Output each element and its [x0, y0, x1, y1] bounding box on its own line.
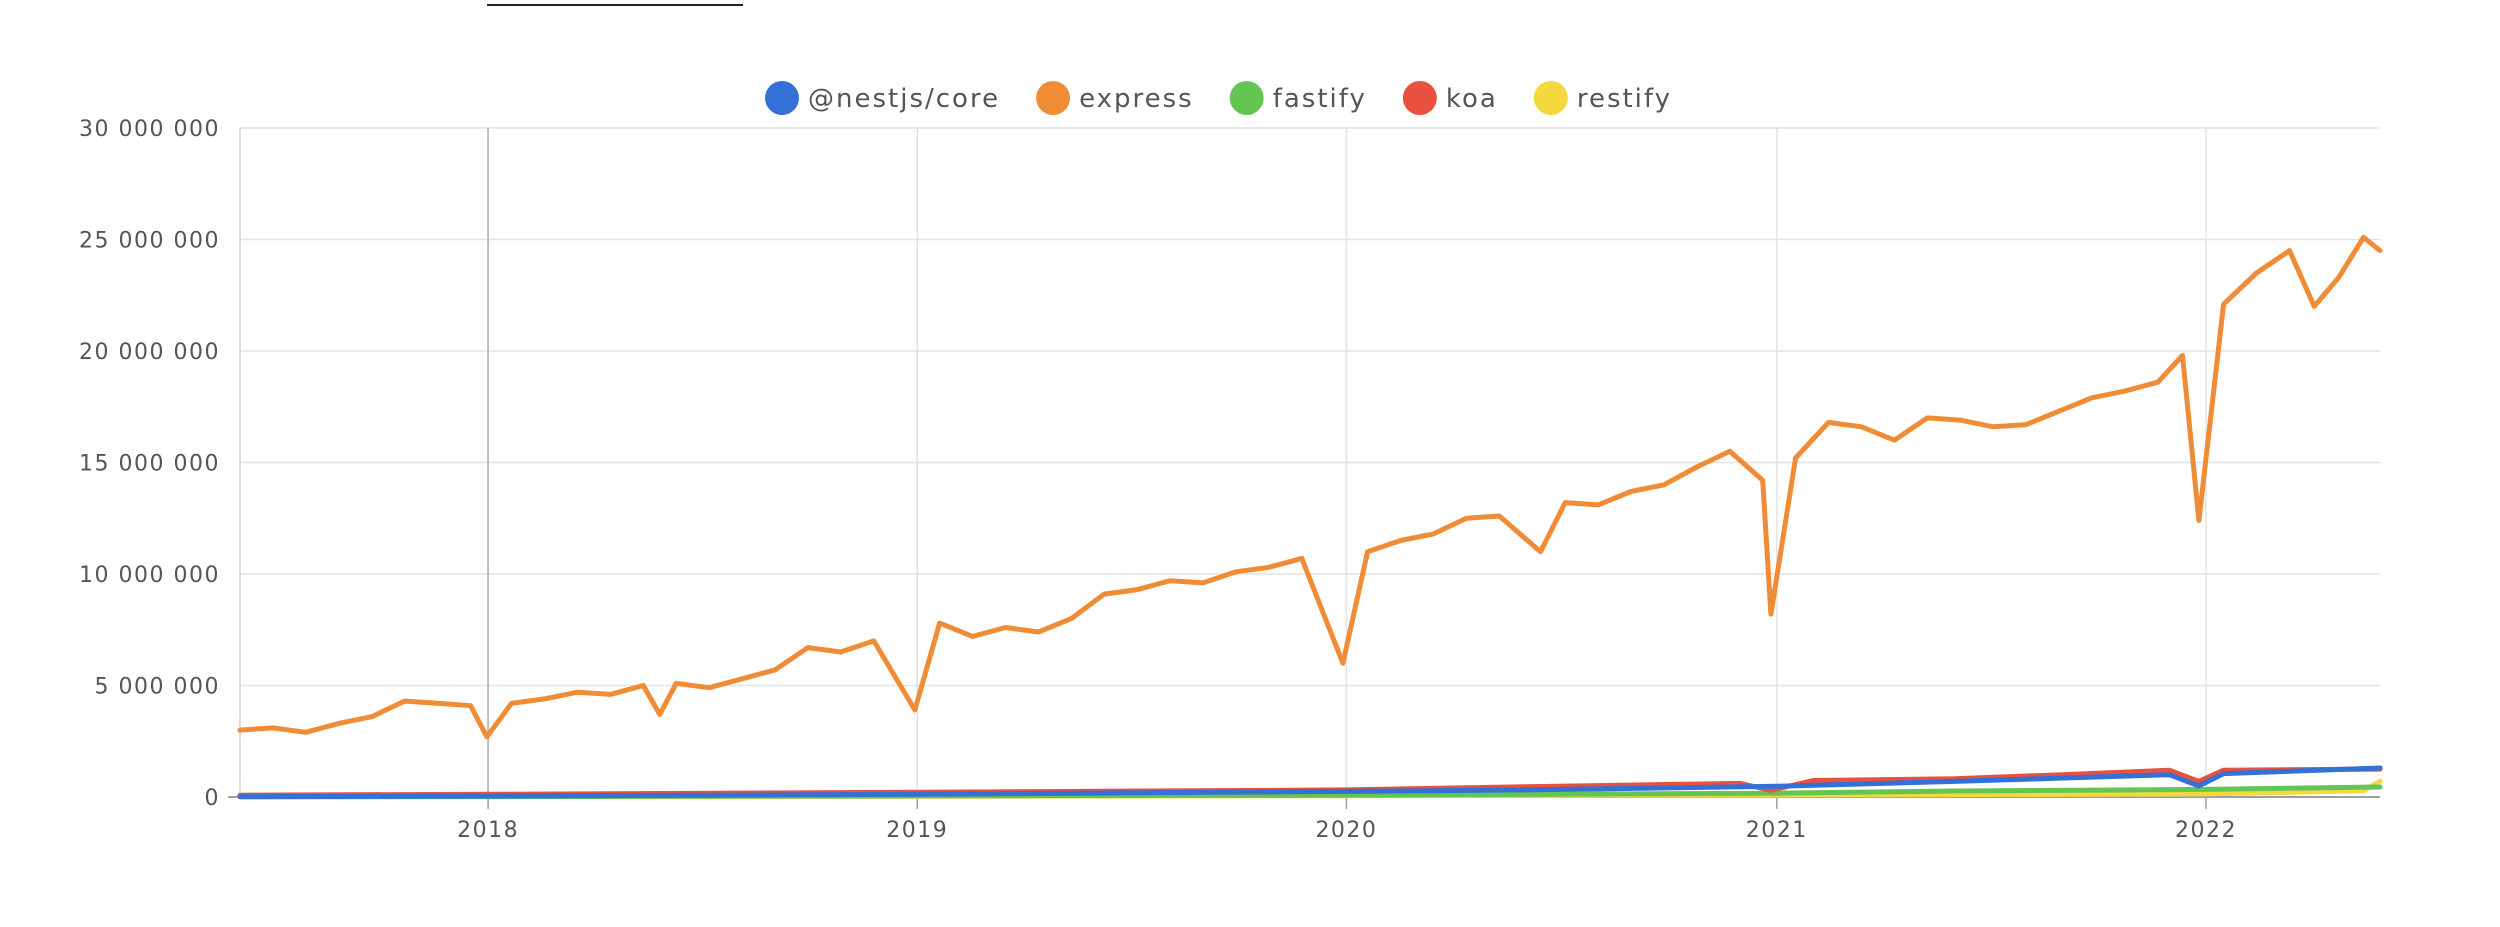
x-tick-label: 2018	[457, 818, 519, 843]
x-tick-label: 2021	[1746, 818, 1808, 843]
axis-lines	[228, 128, 2380, 809]
legend-label: restify	[1577, 84, 1672, 114]
legend-label: @nestjs/core	[808, 84, 1000, 114]
legend-label: fastify	[1273, 84, 1367, 114]
top-divider-line	[487, 4, 743, 6]
x-tick-label: 2022	[2175, 818, 2237, 843]
legend-label: express	[1079, 84, 1194, 114]
y-tick-label: 10 000 000	[79, 563, 220, 588]
y-tick-label: 5 000 000	[95, 675, 220, 700]
grid-lines	[240, 127, 2380, 797]
x-axis-tick-labels: 2018 2019 2020 2021 2022	[457, 818, 2237, 843]
x-tick-label: 2020	[1315, 818, 1377, 843]
y-axis-tick-labels: 0 5 000 000 10 000 000 15 000 000 20 000 000…	[79, 117, 221, 811]
legend-item-express[interactable]: express	[1036, 81, 1194, 115]
legend-swatch	[1036, 81, 1071, 115]
y-tick-label: 30 000 000	[79, 117, 220, 142]
legend-item-restify[interactable]: restify	[1533, 81, 1672, 115]
legend-label: koa	[1446, 84, 1498, 114]
legend-swatch	[1533, 81, 1568, 115]
legend-swatch	[1402, 81, 1437, 115]
legend[interactable]: @nestjs/core express fastify koa restify	[765, 81, 1672, 115]
legend-item-nestjs-core[interactable]: @nestjs/core	[765, 81, 1000, 115]
y-tick-label: 15 000 000	[79, 452, 220, 477]
series-line-nestjs-core	[237, 765, 2383, 800]
series-lines	[237, 234, 2383, 800]
legend-swatch	[1229, 81, 1264, 115]
x-tick-label: 2019	[886, 818, 948, 843]
y-tick-label: 20 000 000	[79, 340, 220, 365]
legend-swatch	[765, 81, 799, 115]
series-line-express	[237, 234, 2383, 740]
legend-item-koa[interactable]: koa	[1402, 81, 1498, 115]
legend-item-fastify[interactable]: fastify	[1229, 81, 1367, 115]
y-tick-label: 0	[205, 786, 221, 811]
y-tick-label: 25 000 000	[79, 229, 220, 254]
